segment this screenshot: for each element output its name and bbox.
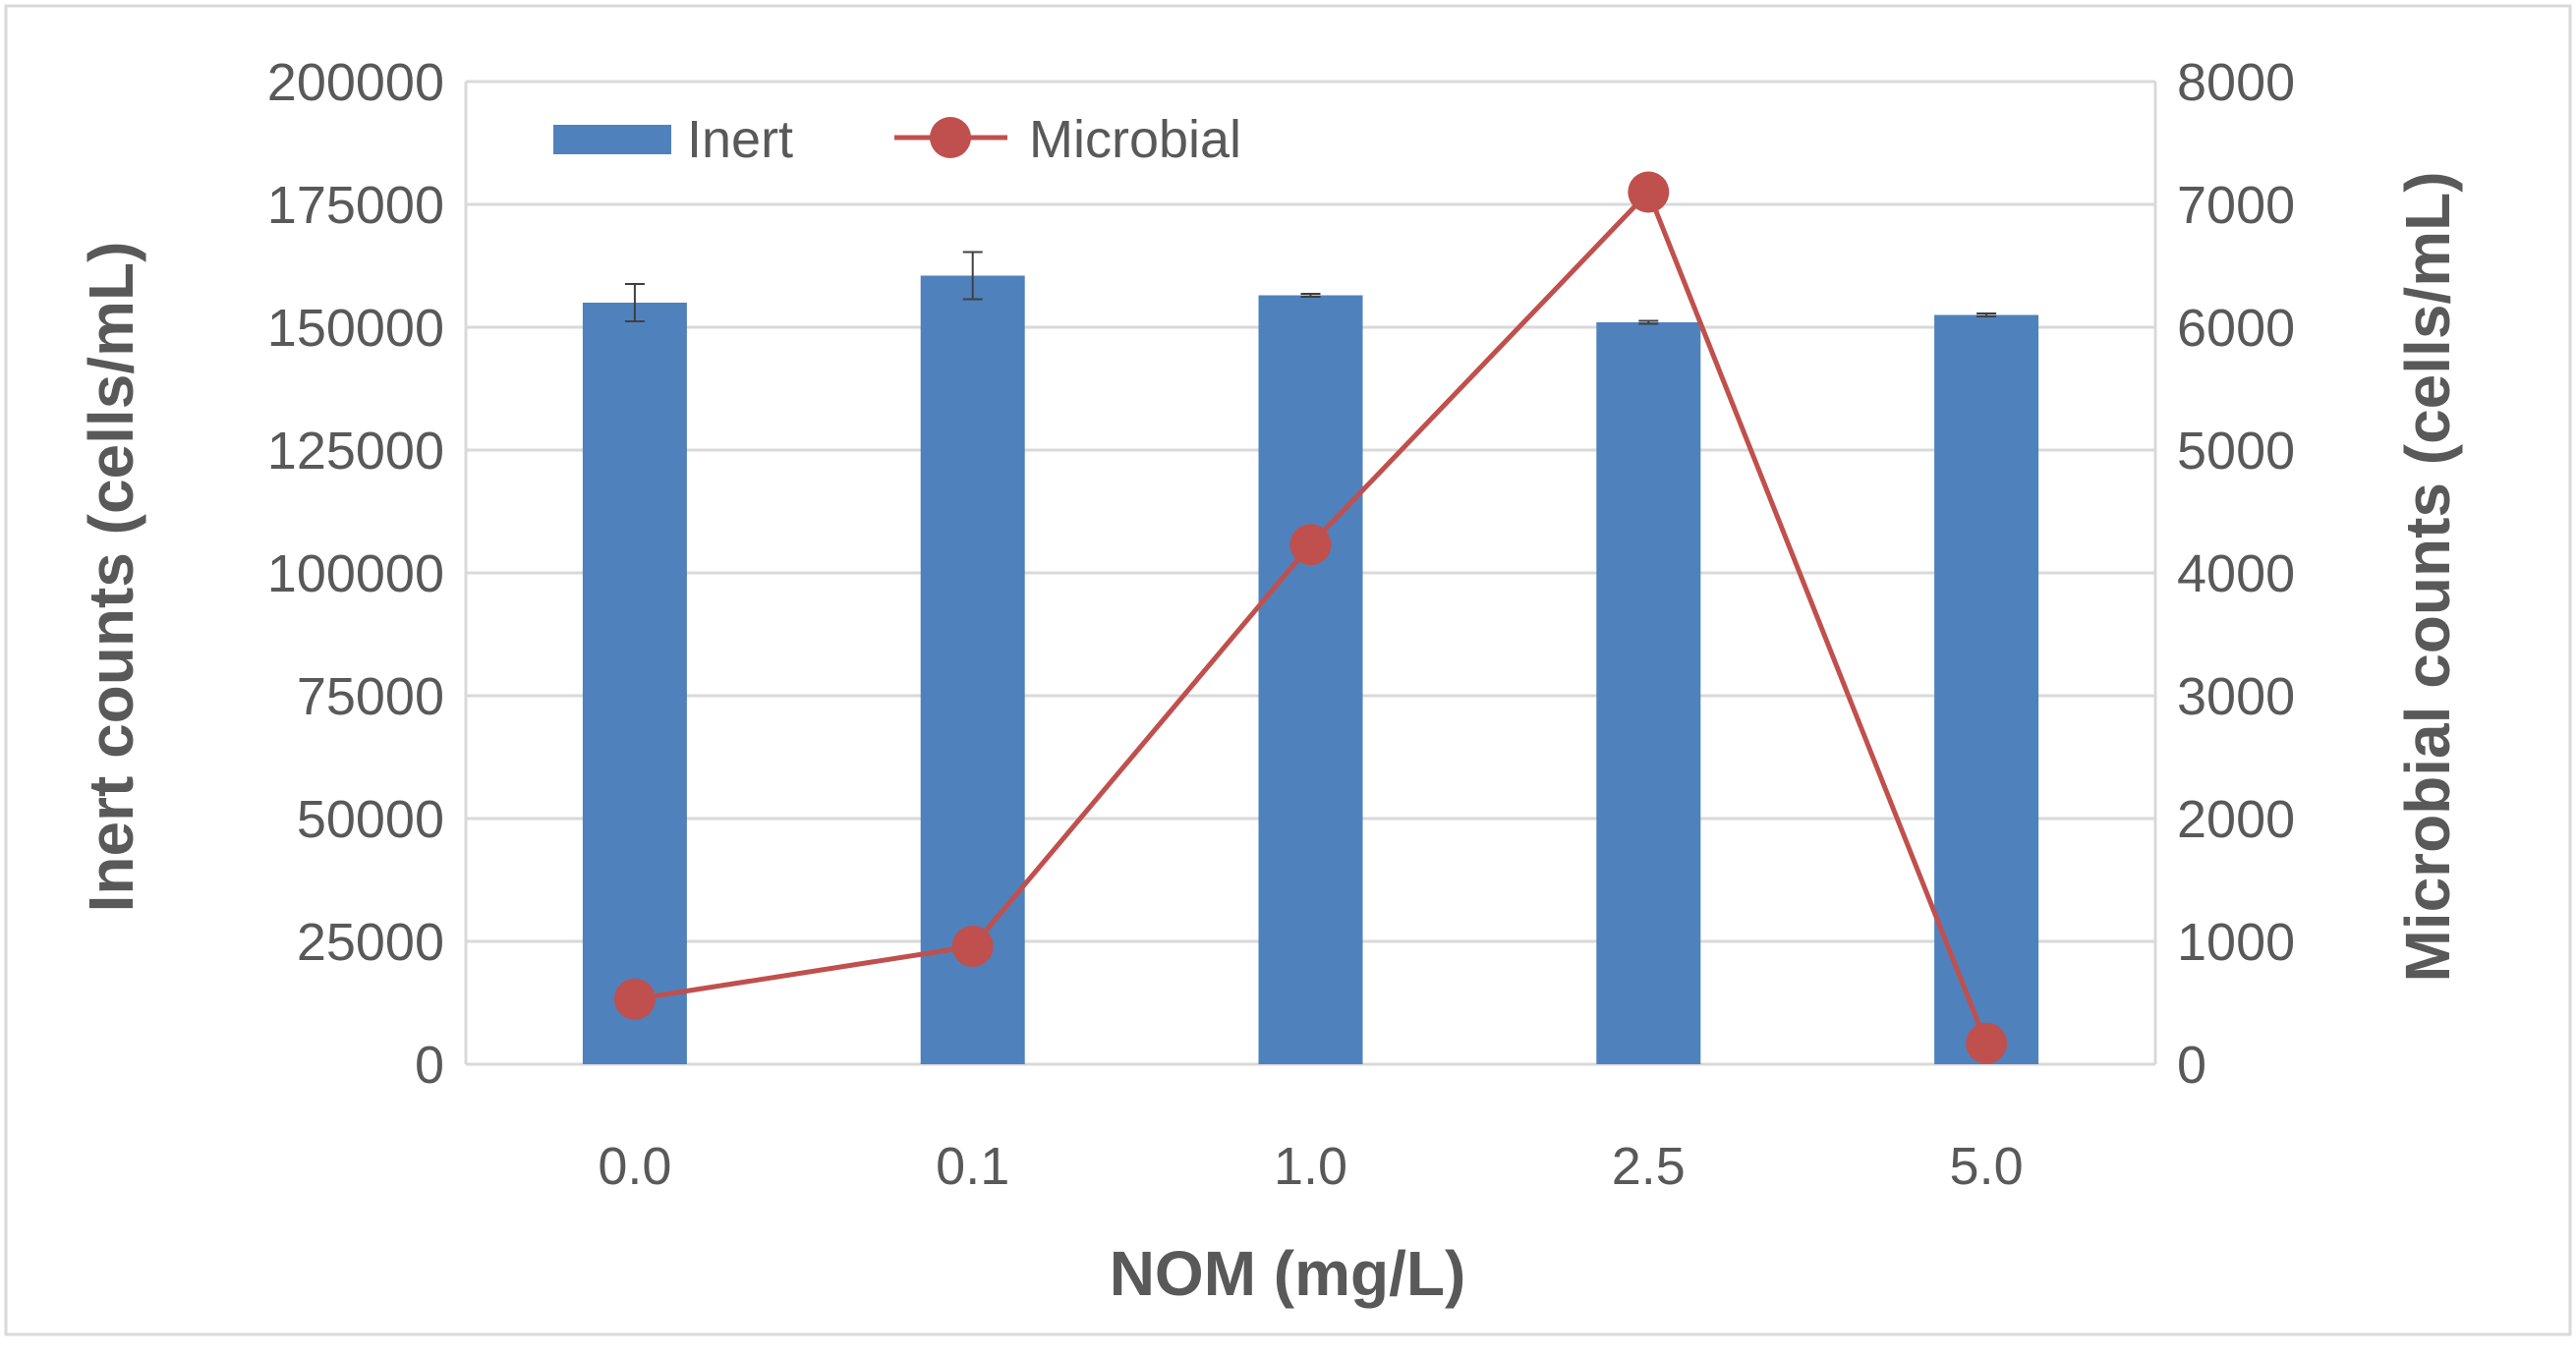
y-tick-label: 25000	[297, 913, 444, 972]
x-tick-label: 0.1	[936, 1137, 1009, 1196]
microbial-point	[1966, 1022, 2008, 1064]
bar	[1258, 295, 1363, 1064]
y-tick-label: 200000	[267, 53, 444, 112]
microbial-point	[613, 978, 656, 1020]
microbial-point	[1289, 524, 1332, 566]
bar	[1596, 322, 1701, 1064]
x-axis-title: NOM (mg/L)	[1110, 1238, 1466, 1309]
y2-tick-label: 6000	[2177, 299, 2295, 358]
y2-tick-label: 2000	[2177, 790, 2295, 849]
y2-axis-title: Microbial counts (cells/mL)	[2392, 171, 2463, 982]
y-tick-label: 50000	[297, 790, 444, 849]
bar	[582, 303, 687, 1064]
y2-tick-label: 4000	[2177, 544, 2295, 603]
y2-tick-label: 8000	[2177, 53, 2295, 112]
y-tick-label: 125000	[267, 422, 444, 481]
legend-marker-microbial	[930, 117, 971, 158]
microbial-point	[951, 926, 994, 967]
tick-labels: 0250005000075000100000125000150000175000…	[267, 53, 2295, 1196]
y2-tick-label: 3000	[2177, 667, 2295, 726]
y-tick-label: 175000	[267, 176, 444, 235]
x-tick-label: 1.0	[1274, 1137, 1347, 1196]
legend: Inert Microbial	[553, 110, 1241, 169]
x-tick-label: 0.0	[598, 1137, 671, 1196]
y2-tick-label: 0	[2177, 1036, 2206, 1095]
y-axis-title: Inert counts (cells/mL)	[76, 242, 146, 913]
bar-series	[582, 251, 2039, 1064]
y2-tick-label: 1000	[2177, 913, 2295, 972]
microbial-point	[1628, 171, 1670, 213]
y-tick-label: 100000	[267, 544, 444, 603]
gridlines	[464, 80, 2157, 1066]
legend-swatch-inert	[553, 125, 671, 154]
legend-label-inert: Inert	[687, 110, 793, 169]
y-tick-label: 0	[415, 1036, 444, 1095]
y-tick-label: 150000	[267, 299, 444, 358]
line-series	[613, 171, 2008, 1064]
bar	[1934, 314, 2039, 1064]
y-tick-label: 75000	[297, 667, 444, 726]
legend-label-microbial: Microbial	[1029, 110, 1241, 169]
x-tick-label: 5.0	[1950, 1137, 2024, 1196]
y2-tick-label: 7000	[2177, 176, 2295, 235]
y2-tick-label: 5000	[2177, 422, 2295, 481]
x-tick-label: 2.5	[1612, 1137, 1686, 1196]
